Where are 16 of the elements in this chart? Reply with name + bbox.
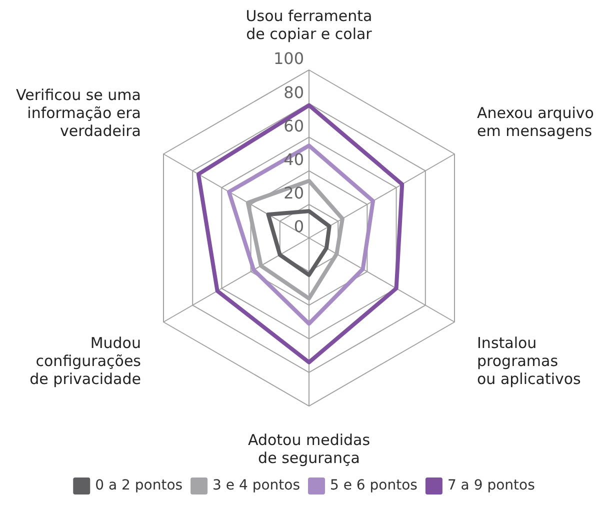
spoke-label: Usou ferramenta de copiar e colar bbox=[246, 6, 373, 43]
legend-label: 5 e 6 pontos bbox=[330, 478, 418, 494]
y-tick-label: 0 bbox=[294, 217, 304, 236]
spoke-label: Verificou se uma informação era verdadeira bbox=[16, 86, 141, 140]
spoke-label: Anexou arquivo em mensagens bbox=[477, 104, 594, 140]
legend-label: 0 a 2 pontos bbox=[95, 478, 183, 494]
y-tick-label: 80 bbox=[284, 82, 304, 102]
spoke-label: Adotou medidas de segurança bbox=[248, 430, 370, 467]
spoke-label: Mudou configurações de privacidade bbox=[30, 334, 142, 388]
y-tick-label: 60 bbox=[284, 116, 304, 136]
spoke-label: Instalou programas ou aplicativos bbox=[477, 334, 582, 388]
legend-label: 7 a 9 pontos bbox=[447, 478, 535, 494]
y-tick-label: 100 bbox=[273, 49, 304, 68]
legend-label: 3 e 4 pontos bbox=[212, 478, 300, 494]
y-tick-label: 40 bbox=[284, 150, 304, 169]
y-tick-label: 20 bbox=[284, 184, 304, 203]
